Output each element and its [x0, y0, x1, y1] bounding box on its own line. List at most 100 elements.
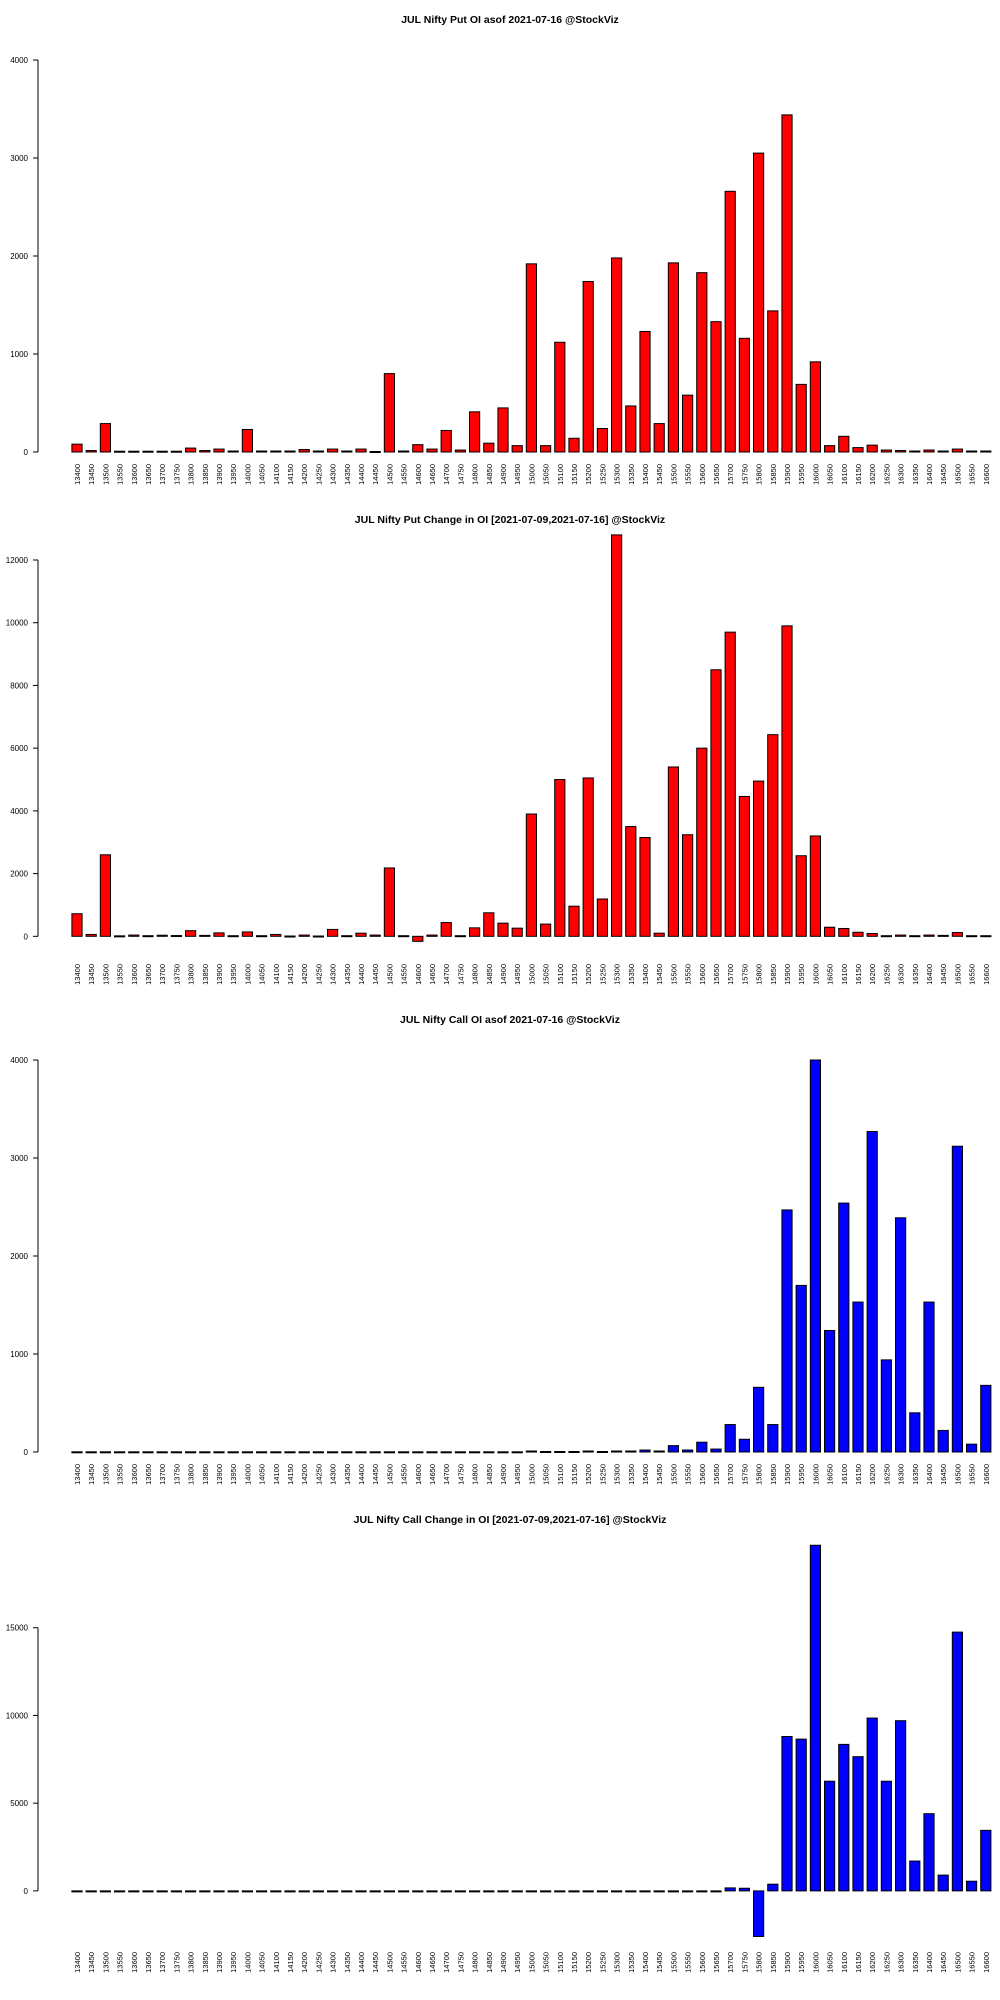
- bar-14450: [369, 451, 381, 454]
- bar-15650: [710, 1448, 722, 1453]
- bar-14100: [270, 1451, 282, 1454]
- bar-13500: [99, 1451, 112, 1454]
- bar-15500: [667, 766, 679, 937]
- bar-15800: [753, 152, 765, 453]
- bar-14850: [483, 442, 495, 453]
- x-tick-label: 15400: [641, 1952, 650, 1973]
- bar-15150: [568, 1890, 580, 1893]
- bar-15000: [525, 1450, 537, 1453]
- x-tick-label: 14950: [513, 1464, 522, 1485]
- x-tick-label: 14850: [485, 1952, 494, 1973]
- bar-16050: [824, 1780, 836, 1892]
- x-tick-label: 15300: [613, 464, 622, 485]
- bar-13750: [170, 935, 183, 938]
- bar-14150: [284, 935, 296, 938]
- bar-15500: [667, 1445, 679, 1453]
- y-tick-label: 0: [24, 1887, 29, 1896]
- bar-14500: [383, 373, 395, 453]
- x-tick-label: 16000: [811, 1464, 820, 1485]
- x-tick-label: 15450: [655, 1952, 664, 1973]
- x-tick-label: 15600: [698, 1464, 707, 1485]
- bar-14950: [511, 1890, 523, 1893]
- x-tick-label: 14400: [357, 464, 366, 485]
- x-tick-label: 16600: [982, 1952, 991, 1973]
- x-tick-label: 14250: [314, 1464, 323, 1485]
- bar-16150: [852, 447, 864, 453]
- bar-16150: [852, 1756, 864, 1892]
- x-tick-label: 14100: [272, 1952, 281, 1973]
- bar-16150: [852, 931, 864, 937]
- x-tick-label: 16200: [868, 464, 877, 485]
- x-tick-label: 13950: [229, 1464, 238, 1485]
- bar-14750: [454, 1890, 466, 1893]
- bar-14850: [483, 1451, 495, 1454]
- bar-16250: [880, 1780, 892, 1892]
- x-tick-label: 13800: [187, 964, 196, 985]
- x-tick-label: 15950: [797, 464, 806, 485]
- bar-16050: [824, 926, 836, 937]
- x-tick-label: 16550: [968, 1464, 977, 1485]
- x-tick-label: 15050: [542, 464, 551, 485]
- x-tick-label: 13500: [101, 1952, 110, 1973]
- x-tick-label: 14500: [385, 1952, 394, 1973]
- bar-16550: [966, 935, 978, 938]
- bar-13650: [142, 1890, 154, 1893]
- x-tick-label: 16200: [868, 1952, 877, 1973]
- x-tick-label: 13700: [158, 464, 167, 485]
- y-tick-label: 0: [24, 932, 29, 941]
- bar-13700: [156, 1890, 168, 1893]
- bar-14550: [398, 935, 410, 938]
- put-oi-chart: JUL Nifty Put OI asof 2021-07-16 @StockV…: [10, 14, 992, 485]
- bar-14600: [412, 1890, 424, 1893]
- bar-14650: [426, 1890, 438, 1893]
- x-tick-label: 16250: [882, 464, 891, 485]
- x-tick-label: 15250: [598, 1464, 607, 1485]
- bar-14900: [497, 407, 509, 453]
- bar-15400: [639, 1890, 651, 1893]
- x-tick-label: 15300: [613, 1464, 622, 1485]
- x-tick-label: 16600: [982, 964, 991, 985]
- x-tick-label: 14200: [300, 1464, 309, 1485]
- bar-16600: [980, 1384, 992, 1453]
- call-change-oi-chart: JUL Nifty Call Change in OI [2021-07-09,…: [6, 1514, 992, 1973]
- x-tick-label: 14100: [272, 964, 281, 985]
- x-tick-label: 13450: [87, 1464, 96, 1485]
- bar-15450: [653, 1450, 665, 1453]
- bar-14100: [270, 450, 282, 453]
- bar-15300: [611, 1450, 623, 1453]
- bar-16450: [937, 1874, 949, 1892]
- x-tick-label: 15250: [598, 464, 607, 485]
- bar-15250: [596, 898, 608, 937]
- bar-14350: [341, 935, 353, 938]
- bar-13800: [185, 447, 197, 453]
- bar-15200: [582, 1890, 594, 1893]
- bar-14550: [398, 450, 410, 453]
- x-tick-label: 16450: [939, 964, 948, 985]
- bar-14650: [426, 934, 438, 937]
- y-tick-label: 0: [24, 448, 29, 457]
- x-tick-label: 16250: [882, 1952, 891, 1973]
- bar-13400: [71, 1890, 83, 1893]
- bar-15200: [582, 1450, 594, 1453]
- bar-13800: [185, 930, 197, 937]
- bar-15100: [554, 1890, 566, 1893]
- x-tick-label: 14250: [314, 464, 323, 485]
- x-tick-label: 13900: [215, 464, 224, 485]
- x-tick-label: 16150: [854, 1952, 863, 1973]
- x-tick-label: 15800: [755, 464, 764, 485]
- x-tick-label: 15750: [740, 964, 749, 985]
- x-tick-label: 15050: [542, 1952, 551, 1973]
- bar-16350: [909, 1412, 921, 1453]
- x-tick-label: 14800: [471, 1464, 480, 1485]
- bar-15150: [568, 905, 580, 937]
- y-tick-label: 2000: [10, 252, 28, 261]
- x-tick-label: 16200: [868, 964, 877, 985]
- y-tick-label: 4000: [10, 56, 28, 65]
- bar-15500: [667, 262, 679, 453]
- bar-15300: [611, 1890, 623, 1893]
- x-tick-label: 15250: [598, 964, 607, 985]
- y-tick-label: 15000: [6, 1624, 29, 1633]
- bar-14200: [298, 934, 310, 937]
- y-tick-label: 1000: [10, 350, 28, 359]
- bar-14400: [355, 448, 367, 453]
